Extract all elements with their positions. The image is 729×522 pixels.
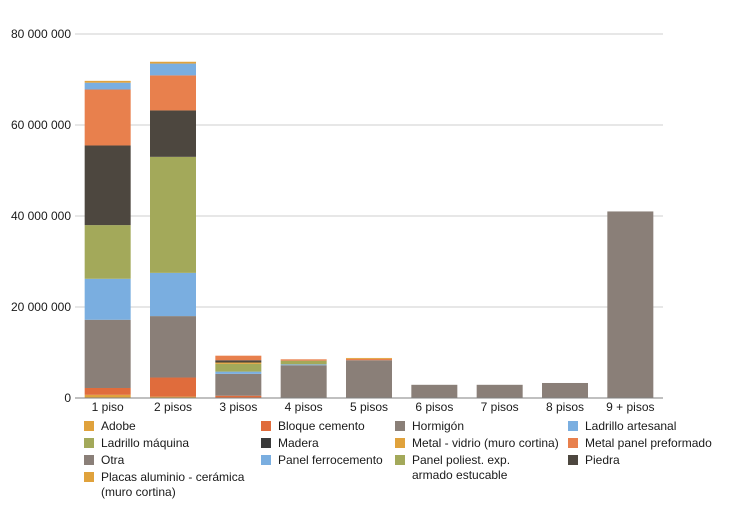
x-tick-label: 1 piso: [92, 400, 124, 414]
bar-segment: [84, 145, 131, 226]
y-tick-label: 60 000 000: [11, 118, 71, 132]
legend-label: Panel poliest. exp. armado estucable: [412, 453, 511, 482]
legend-swatch: [395, 438, 405, 448]
x-tick-label: 5 pisos: [350, 400, 388, 414]
legend-item: Metal panel preformado: [568, 436, 712, 451]
legend-swatch: [84, 472, 94, 482]
bar-segment: [150, 110, 196, 157]
bar-segment: [84, 319, 131, 388]
bar-segment: [150, 272, 196, 317]
bar-segment: [150, 75, 196, 111]
bar-segment: [215, 363, 262, 372]
bar-segment: [215, 371, 262, 374]
legend-label: Piedra: [585, 453, 620, 467]
bar-segment: [476, 384, 523, 398]
bar-segment: [84, 387, 131, 395]
legend-swatch: [84, 455, 94, 465]
stacked-bar-chart: 0 20 000 000 40 000 000 60 000 000 80 000 00…: [11, 27, 663, 414]
legend-label: Placas aluminio - cerámica (muro cortina…: [101, 470, 245, 499]
legend-label: Ladrillo artesanal: [585, 419, 677, 433]
legend-label: Otra: [101, 453, 125, 467]
bar-segment: [150, 377, 196, 397]
bar-segment: [84, 89, 131, 146]
legend-item: Placas aluminio - cerámica (muro cortina…: [84, 470, 244, 500]
bar-segment: [346, 360, 392, 398]
legend-swatch: [84, 438, 94, 448]
legend-label: Adobe: [101, 419, 136, 433]
bar-segment: [150, 316, 196, 378]
x-axis-tick-labels: 1 piso 2 pisos 3 pisos 4 pisos 5 pisos 6 piso…: [92, 400, 655, 414]
legend-label: Bloque cemento: [278, 419, 365, 433]
bars: [84, 61, 654, 398]
bar-segment: [280, 359, 327, 361]
bar-segment: [150, 63, 196, 76]
bar-segment: [215, 355, 262, 361]
legend-label: Metal panel preformado: [585, 436, 712, 450]
bar-segment: [84, 82, 131, 90]
legend-item: Adobe: [84, 419, 136, 434]
legend-swatch: [261, 438, 271, 448]
legend-label: Ladrillo máquina: [101, 436, 190, 450]
legend-label: Panel ferrocemento: [278, 453, 383, 467]
bar-segment: [84, 394, 131, 398]
bar-segment: [84, 80, 131, 83]
legend-item: Panel ferrocemento: [261, 453, 383, 468]
bar-segment: [607, 211, 654, 398]
bar-segment: [84, 278, 131, 320]
legend-item: Hormigón: [395, 419, 464, 434]
legend-label: Metal - vidrio (muro cortina): [412, 436, 559, 450]
bar-segment: [150, 61, 196, 64]
x-tick-label: 7 pisos: [481, 400, 519, 414]
legend-swatch: [84, 421, 94, 431]
y-tick-label: 0: [64, 391, 71, 405]
y-tick-label: 20 000 000: [11, 300, 71, 314]
legend-swatch: [568, 455, 578, 465]
legend-item: Madera: [261, 436, 319, 451]
bar-segment: [215, 373, 262, 396]
y-axis-tick-labels: 0 20 000 000 40 000 000 60 000 000 80 000 00…: [11, 27, 71, 405]
legend-swatch: [395, 421, 405, 431]
legend-label: Madera: [278, 436, 319, 450]
bar-segment: [215, 362, 262, 364]
legend-item: Bloque cemento: [261, 419, 365, 434]
bar-segment: [346, 358, 392, 361]
legend-swatch: [568, 421, 578, 431]
y-tick-label: 40 000 000: [11, 209, 71, 223]
legend-item: Piedra: [568, 453, 620, 468]
y-tick-label: 80 000 000: [11, 27, 71, 41]
bar-segment: [411, 384, 458, 398]
legend-item: Panel poliest. exp. armado estucable: [395, 453, 510, 483]
legend-item: Ladrillo máquina: [84, 436, 189, 451]
x-tick-label: 9 + pisos: [606, 400, 654, 414]
legend-swatch: [568, 438, 578, 448]
bar-segment: [215, 395, 262, 398]
bar-segment: [150, 156, 196, 273]
x-tick-label: 4 pisos: [285, 400, 323, 414]
legend-swatch: [395, 455, 405, 465]
x-tick-label: 8 pisos: [546, 400, 584, 414]
bar-segment: [280, 360, 327, 365]
bar-segment: [215, 360, 262, 363]
bar-segment: [280, 364, 327, 366]
x-tick-label: 3 pisos: [219, 400, 257, 414]
legend: Adobe Bloque cemento Hormigón Ladrillo arte…: [84, 419, 724, 519]
x-tick-label: 6 pisos: [415, 400, 453, 414]
x-tick-label: 2 pisos: [154, 400, 192, 414]
bar-segment: [84, 225, 131, 279]
bar-segment: [542, 382, 588, 398]
legend-swatch: [261, 455, 271, 465]
legend-swatch: [261, 421, 271, 431]
legend-label: Hormigón: [412, 419, 465, 433]
bar-segment: [280, 365, 327, 398]
legend-item: Otra: [84, 453, 124, 468]
legend-item: Metal - vidrio (muro cortina): [395, 436, 559, 451]
bar-segment: [150, 396, 196, 398]
legend-item: Ladrillo artesanal: [568, 419, 676, 434]
bar-segment: [346, 357, 392, 359]
